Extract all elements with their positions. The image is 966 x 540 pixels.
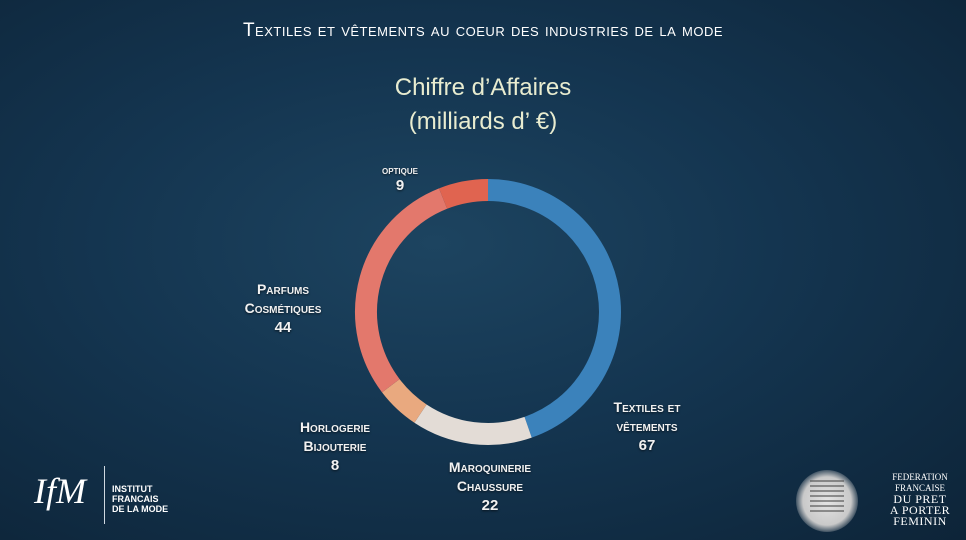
label-parfums-line2: Cosmétiques bbox=[244, 300, 322, 316]
chart-title: Chiffre d’Affaires bbox=[394, 74, 572, 101]
fed-line-4: A PORTER bbox=[889, 503, 951, 517]
seal-logo bbox=[796, 470, 858, 532]
fed-line-5: FEMININ bbox=[893, 514, 947, 528]
fed-line-1: FEDERATION bbox=[892, 472, 948, 482]
fed-line-3: DU PRET bbox=[893, 492, 947, 506]
ifm-line-1: INSTITUT bbox=[112, 484, 153, 494]
slice-horlogerie bbox=[382, 378, 427, 423]
ifm-monogram: IfM bbox=[34, 471, 86, 511]
label-textiles-line2: vêtements bbox=[616, 418, 678, 434]
label-horlogerie-value: 8 bbox=[330, 457, 340, 474]
fed-line-2: FRANCAISE bbox=[894, 483, 945, 493]
label-parfums-value: 44 bbox=[274, 319, 292, 336]
label-horlogerie-line2: Bijouterie bbox=[303, 438, 367, 454]
slice-maroquinerie bbox=[414, 404, 532, 445]
label-optique-name: optique bbox=[381, 163, 418, 177]
page-heading: Textiles et vêtements au coeur des indus… bbox=[242, 20, 724, 41]
federation-logo: FEDERATION FRANCAISE DU PRET A PORTER FE… bbox=[884, 472, 956, 527]
label-maroquinerie-value: 22 bbox=[481, 497, 499, 514]
label-textiles-line1: Textiles et bbox=[613, 399, 681, 415]
ifm-logo: IfM INSTITUT FRANCAIS DE LA MODE bbox=[34, 466, 194, 526]
label-parfums-line1: Parfums bbox=[256, 281, 310, 297]
label-horlogerie: Horlogerie Bijouterie 8 bbox=[270, 418, 400, 475]
label-parfums: Parfums Cosmétiques 44 bbox=[213, 280, 353, 337]
label-maroquinerie-line2: Chaussure bbox=[456, 478, 524, 494]
slice-parfums bbox=[355, 188, 448, 393]
ifm-line-3: DE LA MODE bbox=[112, 504, 169, 514]
slice-optique bbox=[439, 179, 489, 209]
label-maroquinerie: Maroquinerie Chaussure 22 bbox=[415, 458, 565, 515]
label-textiles-value: 67 bbox=[638, 437, 656, 454]
ifm-wordmark: INSTITUT FRANCAIS DE LA MODE bbox=[112, 484, 168, 514]
slice-textiles bbox=[487, 179, 621, 438]
ifm-divider bbox=[104, 466, 105, 524]
label-horlogerie-line1: Horlogerie bbox=[299, 419, 371, 435]
ifm-line-2: FRANCAIS bbox=[112, 494, 159, 504]
label-optique-value: 9 bbox=[395, 177, 405, 194]
label-textiles: Textiles et vêtements 67 bbox=[572, 398, 722, 455]
label-optique: optique 9 bbox=[355, 162, 445, 194]
chart-subtitle: (milliards d’ €) bbox=[408, 108, 558, 135]
label-maroquinerie-line1: Maroquinerie bbox=[448, 459, 532, 475]
